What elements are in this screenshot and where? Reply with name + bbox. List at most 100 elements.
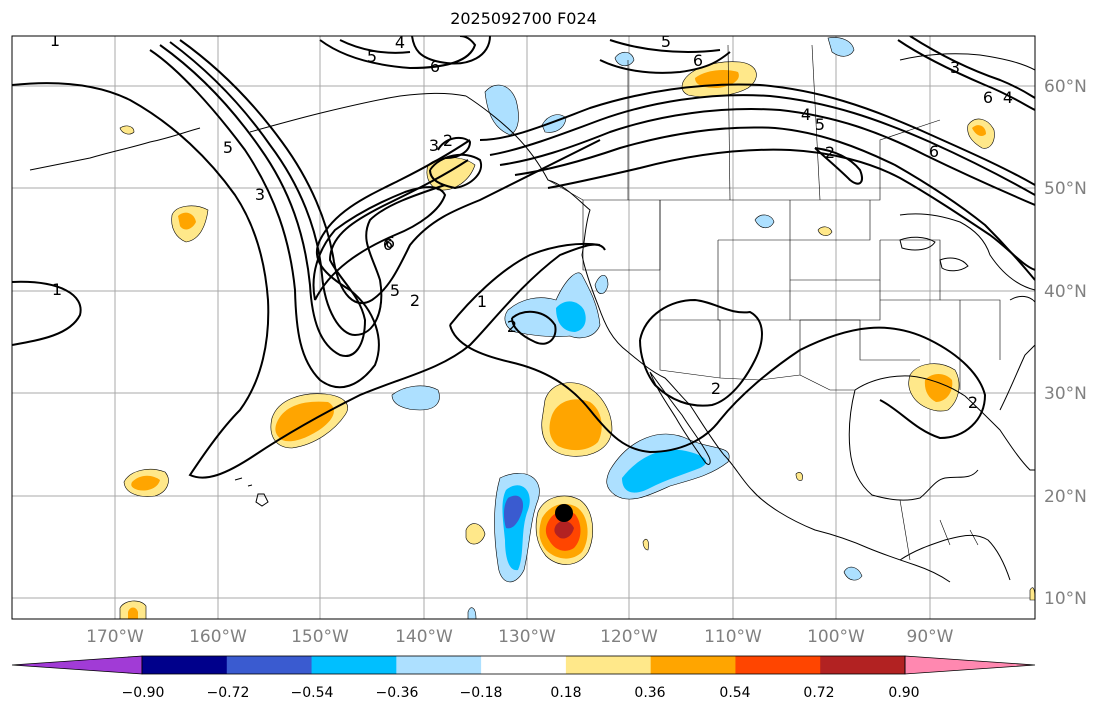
contour-label: 2 bbox=[711, 379, 721, 398]
contour-line bbox=[514, 126, 1035, 281]
contour-label: 1 bbox=[50, 31, 60, 50]
contour-label: 6 bbox=[430, 57, 440, 76]
country-border bbox=[939, 519, 951, 546]
state-border bbox=[800, 319, 920, 361]
contour-line bbox=[312, 186, 447, 301]
latitude-axis: 60°N 50°N 40°N 30°N 20°N 10°N bbox=[1044, 77, 1087, 609]
colorbar-outline bbox=[141, 655, 906, 675]
contour-line bbox=[169, 41, 446, 337]
country-border bbox=[899, 499, 911, 561]
contour-line bbox=[12, 82, 606, 479]
lon-label: 100°W bbox=[807, 627, 865, 647]
contour-line bbox=[12, 280, 82, 346]
us-canada-border bbox=[547, 119, 941, 201]
storm-center-marker bbox=[555, 504, 573, 522]
country-border bbox=[969, 529, 979, 546]
lon-label: 130°W bbox=[498, 627, 556, 647]
colorbar-tick-label: 0.18 bbox=[550, 685, 581, 701]
political-borders bbox=[547, 44, 1001, 561]
map-frame bbox=[11, 35, 1036, 620]
contour-label: 5 bbox=[661, 32, 671, 51]
contour-labels: 1 4 5 6 5 6 3 6 4 5 3 2 6 5 4 6 5 2 1 1 … bbox=[50, 31, 1013, 412]
hawaii-islands bbox=[234, 477, 269, 507]
coastline bbox=[649, 371, 711, 465]
colorbar-extend-low bbox=[11, 655, 143, 675]
lon-label: 120°W bbox=[600, 627, 658, 647]
lat-label: 20°N bbox=[1044, 487, 1087, 507]
coastline bbox=[848, 389, 979, 501]
contour-line bbox=[411, 36, 491, 65]
state-border bbox=[790, 200, 871, 241]
contour-line bbox=[339, 39, 411, 54]
lat-label: 30°N bbox=[1044, 384, 1087, 404]
contour-line bbox=[511, 310, 557, 345]
lat-label: 40°N bbox=[1044, 282, 1087, 302]
contour-label: 4 bbox=[801, 105, 811, 124]
contour-line bbox=[479, 83, 1035, 186]
colorbar bbox=[11, 655, 1036, 675]
coastline bbox=[899, 53, 1035, 71]
contour-line bbox=[429, 153, 483, 190]
colorbar-tick-labels: −0.90 −0.72 −0.54 −0.36 −0.18 0.18 0.36 … bbox=[122, 685, 920, 701]
contour-label: 5 bbox=[815, 115, 825, 134]
map-title: 2025092700 F024 bbox=[450, 9, 597, 28]
colorbar-segment bbox=[481, 656, 567, 674]
contour-label: 6 bbox=[983, 88, 993, 107]
contour-line bbox=[909, 36, 1035, 99]
colorbar-tick-label: −0.54 bbox=[291, 685, 334, 701]
lon-label: 140°W bbox=[395, 627, 453, 647]
colorbar-tick-label: −0.72 bbox=[207, 685, 250, 701]
colorbar-segment bbox=[820, 656, 906, 674]
us-mexico-border bbox=[799, 374, 855, 391]
contour-label: 4 bbox=[395, 33, 405, 52]
contour-line bbox=[547, 148, 1035, 271]
province-border bbox=[811, 44, 821, 201]
contour-label: 5 bbox=[390, 281, 400, 300]
contour-line bbox=[449, 242, 601, 326]
contour-label: 2 bbox=[443, 131, 453, 150]
colorbar-tick-label: 0.54 bbox=[719, 685, 750, 701]
coastline bbox=[854, 375, 1035, 471]
coastline bbox=[465, 95, 951, 583]
colorbar-tick-label: −0.36 bbox=[376, 685, 419, 701]
coastlines bbox=[29, 53, 1035, 583]
lat-label: 60°N bbox=[1044, 77, 1087, 97]
contour-label: 2 bbox=[968, 393, 978, 412]
state-border bbox=[880, 239, 941, 301]
lon-label: 150°W bbox=[291, 627, 349, 647]
colorbar-tick-label: 0.90 bbox=[888, 685, 919, 701]
contour-label: 6 bbox=[929, 142, 939, 161]
contour-label: 2 bbox=[507, 317, 517, 336]
lon-label: 90°W bbox=[907, 627, 954, 647]
coastline bbox=[999, 344, 1035, 411]
contour-line bbox=[489, 94, 1035, 196]
contour-line bbox=[639, 298, 763, 407]
contour-line bbox=[449, 324, 801, 454]
colorbar-segment bbox=[396, 656, 482, 674]
great-lake bbox=[939, 257, 969, 272]
negative-anomaly-patch bbox=[391, 385, 440, 411]
colorbar-segment bbox=[142, 656, 228, 674]
coastline bbox=[899, 213, 1035, 291]
colorbar-tick-label: 0.72 bbox=[803, 685, 834, 701]
coastline bbox=[249, 92, 467, 133]
lat-label: 50°N bbox=[1044, 179, 1087, 199]
colorbar-segment bbox=[311, 656, 397, 674]
colorbar-segment bbox=[735, 656, 821, 674]
great-lake bbox=[899, 236, 936, 251]
contour-lines bbox=[12, 36, 1035, 479]
contour-line bbox=[599, 51, 731, 74]
contour-label: 3 bbox=[950, 58, 960, 77]
contour-line bbox=[799, 326, 987, 440]
contour-line bbox=[159, 44, 469, 357]
us-mexico-border bbox=[659, 320, 801, 381]
colorbar-tick-label: −0.90 bbox=[122, 685, 165, 701]
contour-label: 5 bbox=[223, 138, 233, 157]
contour-label: 6 bbox=[385, 233, 395, 252]
lon-label: 170°W bbox=[86, 627, 144, 647]
contour-line bbox=[814, 147, 863, 185]
lon-label: 160°W bbox=[189, 627, 247, 647]
contour-label: 4 bbox=[1003, 88, 1013, 107]
coastline bbox=[899, 534, 1011, 581]
